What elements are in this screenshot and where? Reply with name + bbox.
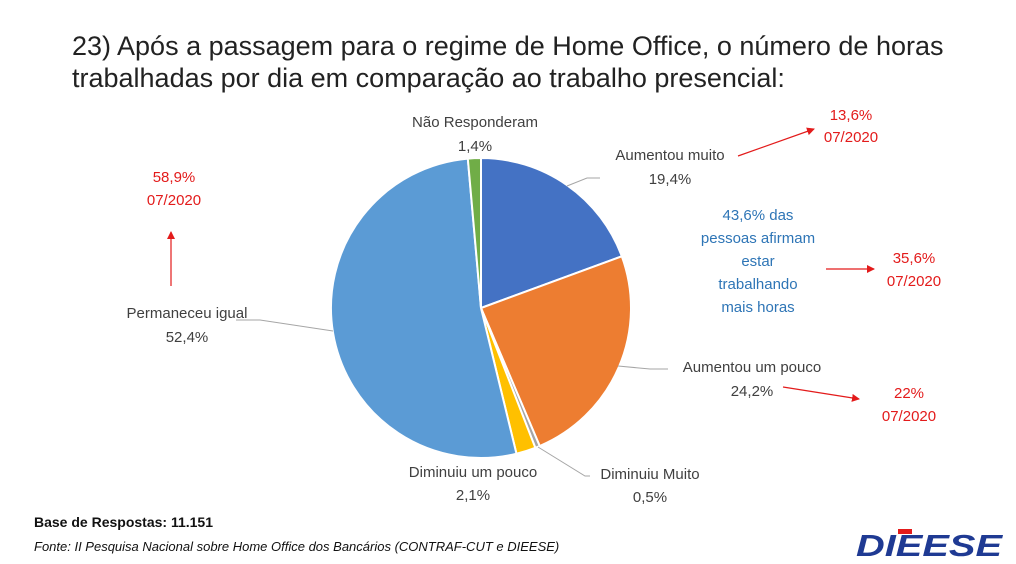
comparison-aumentou-pouco-value: 22% <box>894 385 924 402</box>
dieese-logo: DIEESE <box>856 528 1004 560</box>
pie-slices <box>329 156 632 459</box>
comparison-aumentou-pouco-date: 07/2020 <box>882 408 936 425</box>
arrow-aumentou-pouco <box>782 386 860 402</box>
value-aumentou-pouco: 24,2% <box>731 383 774 400</box>
logo-accent <box>898 529 912 534</box>
value-diminuiu-muito: 0,5% <box>633 489 667 506</box>
comparison-permaneceu-value: 58,9% <box>153 169 196 186</box>
pie-slice-permaneceu-igual <box>329 157 518 459</box>
comparison-aumentou-muito-date: 07/2020 <box>824 129 878 146</box>
label-aumentou-pouco: Aumentou um pouco <box>683 359 821 376</box>
leader-aumentou-muito <box>566 177 600 187</box>
value-nao-responderam: 1,4% <box>458 138 492 155</box>
label-nao-responderam: Não Responderam <box>412 114 538 131</box>
annotation-line-3: estar <box>741 253 774 270</box>
leader-permaneceu <box>236 319 334 332</box>
comparison-aumentou-muito-value: 13,6% <box>830 107 873 124</box>
pie-slice-aumentou-muito <box>480 156 624 310</box>
leader-aumentou-pouco <box>617 365 668 370</box>
label-aumentou-muito: Aumentou muito <box>615 147 724 164</box>
annotation-more-hours: 43,6% das pessoas afirmam estar trabalha… <box>701 207 815 316</box>
annotation-line-5: mais horas <box>721 299 794 316</box>
label-diminuiu-muito: Diminuiu Muito <box>600 466 699 483</box>
response-base: Base de Respostas: 11.151 <box>34 514 213 530</box>
annotation-line-2: pessoas afirmam <box>701 230 815 247</box>
annotation-line-4: trabalhando <box>718 276 797 293</box>
chart-title: 23) Após a passagem para o regime de Hom… <box>72 30 972 94</box>
source-note: Fonte: II Pesquisa Nacional sobre Home O… <box>34 539 560 554</box>
label-diminuiu-pouco: Diminuiu um pouco <box>409 464 537 481</box>
leader-diminuiu-muito <box>537 446 590 477</box>
value-diminuiu-pouco: 2,1% <box>456 487 490 504</box>
annotation-line-1: 43,6% das <box>723 207 794 224</box>
comparison-total-value: 35,6% <box>893 250 936 267</box>
comparison-total-date: 07/2020 <box>887 273 941 290</box>
logo-text: DIEESE <box>856 528 1004 560</box>
leader-lines <box>236 177 668 477</box>
comparison-permaneceu-date: 07/2020 <box>147 192 201 209</box>
pie-slice-n-o-responderam <box>466 156 482 309</box>
label-permaneceu-igual: Permaneceu igual <box>127 305 248 322</box>
value-aumentou-muito: 19,4% <box>649 171 692 188</box>
arrow-aumentou-muito <box>737 127 815 157</box>
chart-title-line2: trabalhadas por dia em comparação ao tra… <box>72 63 785 93</box>
chart-title-line1: 23) Após a passagem para o regime de Hom… <box>72 31 944 61</box>
pie-slice-aumentou-um-pouco <box>479 255 632 448</box>
value-permaneceu-igual: 52,4% <box>166 329 209 346</box>
